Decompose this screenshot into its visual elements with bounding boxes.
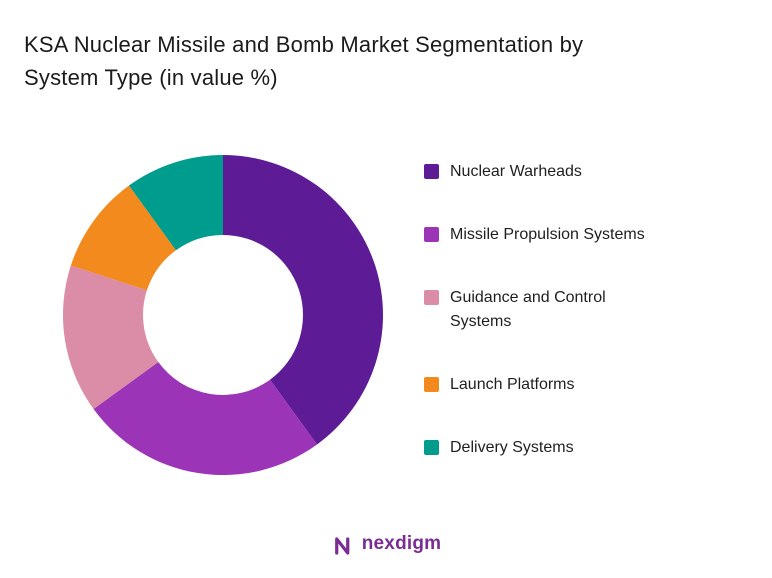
legend-item: Nuclear Warheads (424, 160, 724, 185)
donut-segment-3 (70, 185, 176, 291)
legend-item: Delivery Systems (424, 436, 724, 461)
legend-item: Guidance and Control Systems (424, 286, 724, 336)
legend-swatch (424, 164, 439, 179)
legend-label: Guidance and Control Systems (450, 288, 606, 331)
legend-swatch (424, 377, 439, 393)
legend-label: Delivery Systems (450, 438, 574, 456)
legend-swatch (424, 289, 439, 305)
n-wave-path (335, 537, 350, 555)
legend-label: Launch Platforms (450, 376, 575, 394)
brand-logo: nexdigm (331, 531, 442, 557)
nexdigm-n-wave-icon (335, 537, 350, 555)
donut-segment-4 (128, 155, 223, 251)
legend: Nuclear Warheads Missile Propulsion Syste… (424, 160, 724, 461)
donut-segment-1 (93, 362, 318, 476)
legend-item: Missile Propulsion Systems (424, 223, 724, 248)
chart-title: KSA Nuclear Missile and Bomb Market Segm… (24, 32, 584, 90)
legend-label: Nuclear Warheads (450, 163, 582, 180)
donut-segment-0 (223, 155, 384, 445)
legend-swatch (424, 439, 439, 455)
legend-label: Missile Propulsion Systems (450, 225, 645, 243)
donut-chart-svg (62, 155, 384, 476)
legend-item: Launch Platforms (424, 373, 724, 398)
legend-swatch (424, 226, 439, 242)
donut-chart (58, 150, 388, 480)
brand-name: nexdigm (361, 533, 442, 554)
donut-segment-2 (62, 265, 159, 410)
